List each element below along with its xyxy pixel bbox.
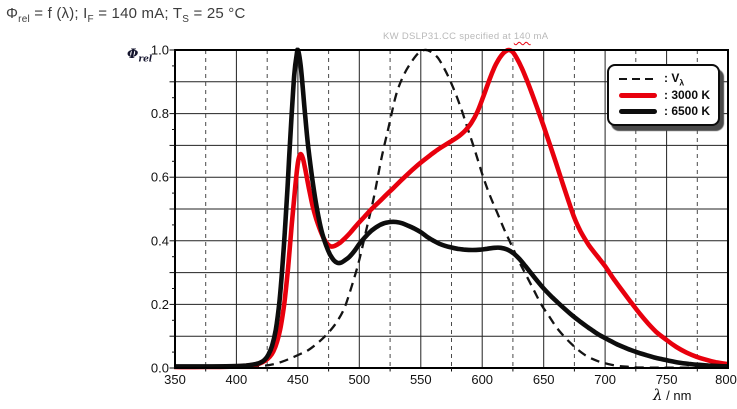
y-tick-labels: 0.0 0.2 0.4 0.6 0.8 1.0 bbox=[151, 43, 169, 376]
gridlines bbox=[175, 50, 728, 368]
watermark-note: KW DSLP31.CC specified at 140 mA bbox=[383, 31, 548, 42]
x-tick-label: 750 bbox=[656, 372, 678, 387]
y-tick-label: 0.8 bbox=[151, 106, 169, 121]
watermark-highlight: 140 bbox=[513, 31, 531, 42]
x-tick-label: 550 bbox=[410, 372, 432, 387]
x-tick-label: 350 bbox=[164, 372, 186, 387]
curve-v-lambda bbox=[174, 48, 729, 369]
y-tick-label: 0.6 bbox=[151, 170, 169, 185]
legend-entry-3000k: : 3000 K bbox=[619, 88, 711, 102]
black-line-swatch-icon bbox=[619, 108, 657, 114]
x-tick-label: 600 bbox=[471, 372, 493, 387]
x-tick-label: 700 bbox=[594, 372, 616, 387]
curve-6500k bbox=[174, 47, 729, 369]
watermark-suffix: mA bbox=[530, 31, 549, 42]
legend-entry-6500k: : 6500 K bbox=[619, 104, 711, 118]
y-tick-label: 0.0 bbox=[151, 361, 169, 376]
x-axis-label: λ / nm bbox=[653, 386, 692, 404]
legend-label: : 3000 K bbox=[664, 88, 711, 102]
legend: : Vλ : 3000 K : 6500 K bbox=[607, 64, 721, 126]
y-tick-label: 1.0 bbox=[151, 43, 169, 58]
legend-label: : 6500 K bbox=[664, 104, 711, 118]
y-tick-label: 0.4 bbox=[151, 233, 169, 248]
y-tick-label: 0.2 bbox=[151, 297, 169, 312]
x-tick-label: 800 bbox=[715, 372, 737, 387]
chart-title: Φrel = f (λ); IF = 140 mA; TS = 25 °C bbox=[6, 5, 246, 25]
x-tick-label: 450 bbox=[287, 372, 309, 387]
axis-ticks bbox=[169, 49, 698, 372]
curve-3000k bbox=[174, 47, 729, 370]
x-tick-labels: 350 400 450 500 550 600 650 700 750 800 bbox=[164, 372, 737, 387]
y-axis-label: Φrel bbox=[127, 47, 153, 65]
x-tick-label: 650 bbox=[533, 372, 555, 387]
x-tick-label: 400 bbox=[226, 372, 248, 387]
legend-label: : Vλ bbox=[664, 70, 685, 88]
watermark-prefix: KW DSLP31.CC specified at bbox=[383, 31, 514, 42]
legend-entry-v-lambda: : Vλ bbox=[619, 70, 710, 88]
dashed-line-swatch-icon bbox=[619, 77, 657, 81]
red-line-swatch-icon bbox=[619, 92, 657, 98]
x-tick-label: 500 bbox=[348, 372, 370, 387]
